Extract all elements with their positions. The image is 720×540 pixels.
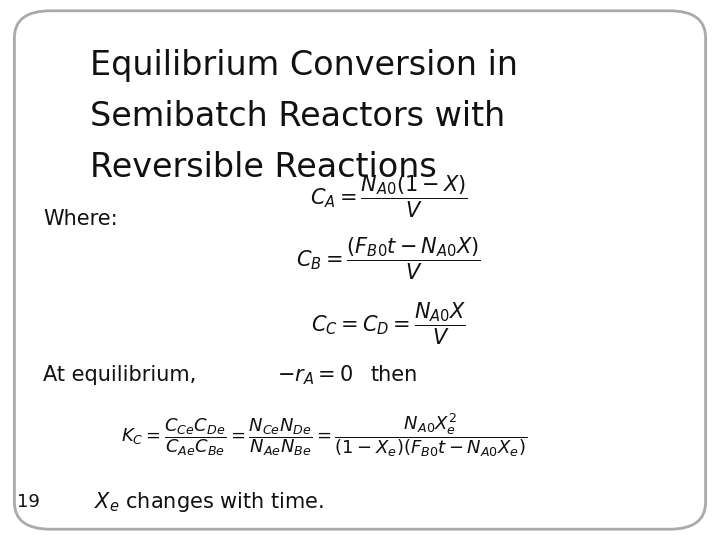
Text: $C_A = \dfrac{N_{A0}(1-X)}{V}$: $C_A = \dfrac{N_{A0}(1-X)}{V}$: [310, 174, 468, 220]
Text: $X_e$ changes with time.: $X_e$ changes with time.: [94, 490, 324, 514]
FancyBboxPatch shape: [14, 11, 706, 529]
Text: $-r_A = 0$: $-r_A = 0$: [277, 363, 354, 387]
Text: $C_B = \dfrac{(F_{B0}t - N_{A0}X)}{V}$: $C_B = \dfrac{(F_{B0}t - N_{A0}X)}{V}$: [297, 236, 481, 282]
Text: Where:: Where:: [43, 208, 118, 229]
Text: 19: 19: [17, 493, 40, 511]
Text: $K_C = \dfrac{C_{Ce}C_{De}}{C_{Ae}C_{Be}} = \dfrac{N_{Ce}N_{De}}{N_{Ae}N_{Be}} =: $K_C = \dfrac{C_{Ce}C_{De}}{C_{Ae}C_{Be}…: [121, 411, 527, 458]
Text: $C_C = C_D = \dfrac{N_{A0}X}{V}$: $C_C = C_D = \dfrac{N_{A0}X}{V}$: [311, 301, 467, 347]
Text: Semibatch Reactors with: Semibatch Reactors with: [90, 100, 505, 133]
Text: then: then: [371, 365, 418, 386]
Text: At equilibrium,: At equilibrium,: [43, 365, 197, 386]
Text: Equilibrium Conversion in: Equilibrium Conversion in: [90, 49, 518, 82]
Text: Reversible Reactions: Reversible Reactions: [90, 151, 437, 184]
